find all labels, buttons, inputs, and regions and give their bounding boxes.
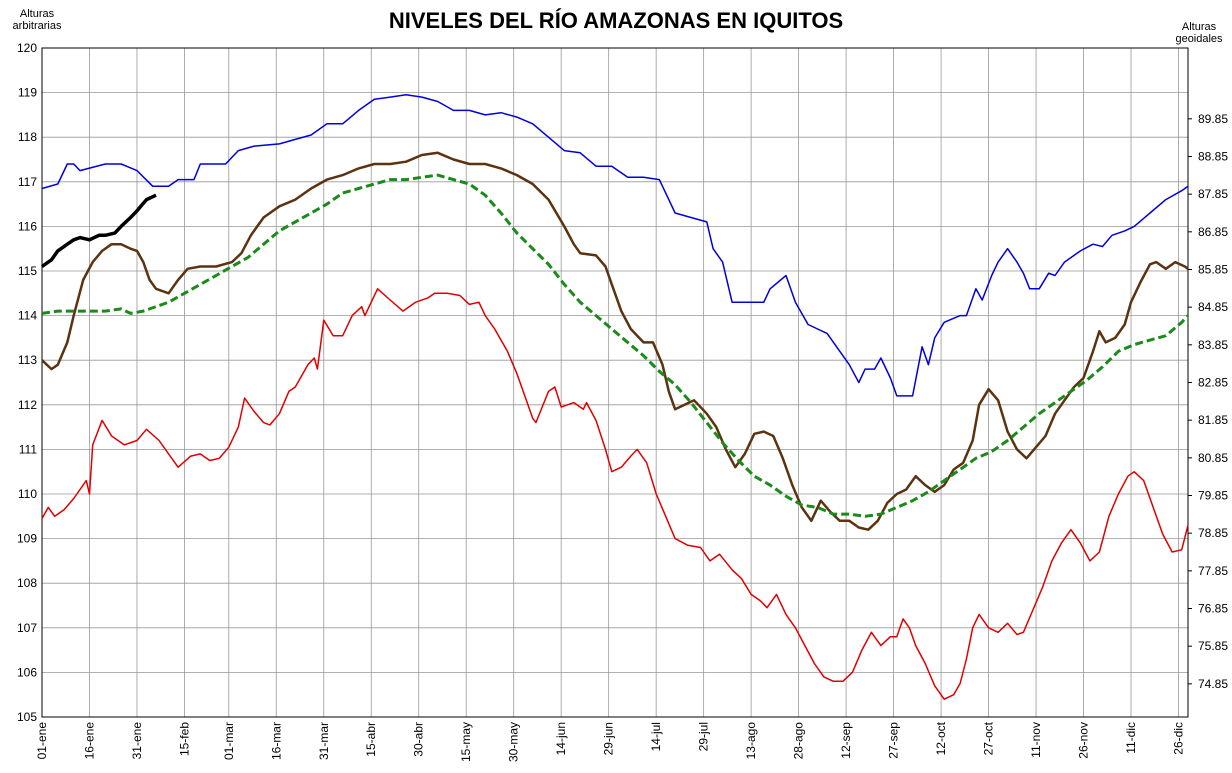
y-tick-label: 120 — [17, 41, 37, 55]
plot-frame — [41, 47, 1189, 718]
x-tick-label: 29-jun — [602, 722, 616, 755]
y2-axis-label: Alturas geoidales — [1175, 21, 1223, 45]
y2-tick-label: 80.85 — [1198, 451, 1228, 465]
x-tick-label: 01-ene — [35, 722, 49, 760]
x-tick-label: 27-oct — [982, 721, 996, 755]
y2-tick-label: 79.85 — [1198, 489, 1228, 503]
y-tick-label: 105 — [17, 710, 37, 724]
y-tick-label: 106 — [17, 665, 37, 679]
x-tick-label: 29-jul — [697, 722, 711, 751]
series-line — [41, 94, 1189, 397]
x-tick-label: 14-jul — [649, 722, 663, 751]
y-tick-label: 117 — [18, 175, 37, 189]
x-tick-label: 28-ago — [792, 722, 806, 760]
y2-tick-label: 77.85 — [1198, 564, 1228, 578]
x-tick-label: 15-feb — [177, 722, 191, 756]
series-line — [41, 288, 1189, 700]
y-tick-label: 111 — [19, 442, 38, 456]
x-tick-label: 30-abr — [412, 722, 426, 757]
x-tick-label: 26-nov — [1077, 722, 1091, 759]
y-tick-label: 108 — [17, 576, 37, 590]
y2-tick-label: 87.85 — [1198, 187, 1228, 201]
x-tick-label: 30-may — [507, 722, 521, 762]
y-tick-label: 113 — [18, 353, 37, 367]
y-tick-label: 110 — [18, 487, 37, 501]
y2-tick-label: 81.85 — [1198, 413, 1228, 427]
y2-tick-label: 74.85 — [1198, 677, 1228, 691]
y-tick-label: 114 — [18, 309, 37, 323]
y2-tick-label: 86.85 — [1198, 225, 1228, 239]
series-line — [41, 151, 1189, 531]
x-tick-label: 31-ene — [130, 722, 144, 760]
x-tick-label: 16-ene — [82, 722, 96, 760]
y2-tick-label: 75.85 — [1198, 639, 1228, 653]
y-tick-label: 115 — [18, 264, 37, 278]
x-tick-label: 12-oct — [934, 721, 948, 755]
y2-tick-label: 83.85 — [1198, 338, 1228, 352]
y-tick-label: 119 — [18, 86, 37, 100]
y2-tick-label: 84.85 — [1198, 300, 1228, 314]
x-tick-label: 15-may — [459, 722, 473, 762]
y-tick-label: 118 — [18, 130, 37, 144]
series-line — [41, 173, 1190, 518]
x-tick-label: 01-mar — [222, 722, 236, 760]
y-tick-label: 112 — [18, 398, 37, 412]
y2-tick-label: 85.85 — [1198, 262, 1228, 276]
y-tick-label: 107 — [17, 621, 37, 635]
y-axis-label: Alturas arbitrarias — [12, 8, 62, 32]
y2-tick-label: 76.85 — [1198, 602, 1228, 616]
series-line — [40, 193, 157, 268]
x-tick-label: 13-ago — [744, 722, 758, 760]
x-tick-label: 26-dic — [1172, 722, 1186, 755]
x-tick-label: 27-sep — [887, 722, 901, 759]
y-tick-label: 116 — [18, 219, 37, 233]
y2-tick-label: 89.85 — [1198, 112, 1228, 126]
x-tick-label: 16-mar — [269, 722, 283, 760]
y2-tick-label: 78.85 — [1198, 526, 1228, 540]
y2-tick-label: 88.85 — [1198, 149, 1228, 163]
x-tick-label: 31-mar — [317, 722, 331, 760]
y-tick-label: 109 — [17, 532, 37, 546]
x-tick-label: 12-sep — [839, 722, 853, 759]
y2-tick-label: 82.85 — [1198, 376, 1228, 390]
x-tick-label: 14-jun — [554, 722, 568, 755]
x-tick-label: 15-abr — [364, 722, 378, 757]
chart-title: NIVELES DEL RÍO AMAZONAS EN IQUITOS — [388, 8, 844, 33]
x-tick-label: 11-dic — [1124, 722, 1138, 754]
x-tick-label: 11-nov — [1029, 722, 1043, 758]
